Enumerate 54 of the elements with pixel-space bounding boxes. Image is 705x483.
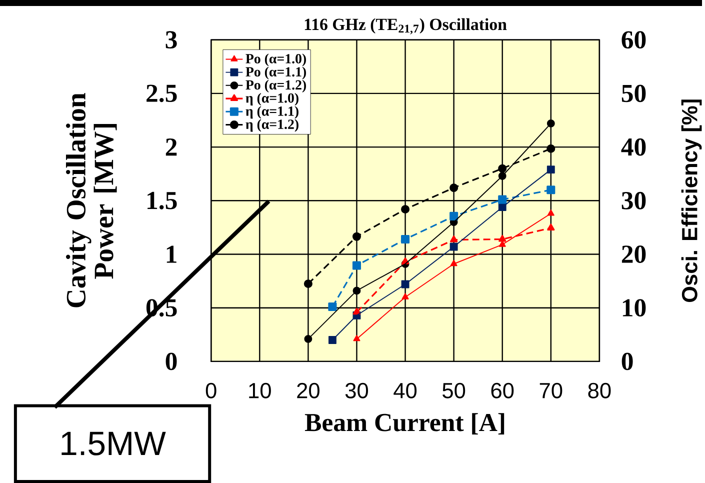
legend-label: Po (α=1.1) <box>246 66 306 80</box>
legend-label: η (α=1.2) <box>246 119 298 132</box>
point <box>352 232 361 241</box>
point <box>352 261 361 270</box>
point <box>498 164 507 173</box>
point <box>546 120 555 128</box>
point <box>547 224 555 231</box>
y-tick-label: 2 <box>166 138 177 156</box>
y-tick-label: 1.5 <box>148 192 177 210</box>
y2-tick-label: 40 <box>621 138 646 156</box>
y-tick-label: 2.5 <box>146 84 177 102</box>
y2-tick-label: 30 <box>622 192 646 210</box>
x-tick-label: 40 <box>394 382 417 398</box>
point <box>401 235 410 244</box>
y-axis-title: Cavity Oscillation Power [MW] <box>66 93 117 308</box>
point <box>304 335 312 343</box>
y2-tick-label: 10 <box>622 299 646 317</box>
x-axis-title: Beam Current [A] <box>304 413 504 434</box>
y-tick-label: 1 <box>166 246 176 263</box>
point <box>498 235 506 242</box>
x-tick-label: 80 <box>588 382 611 398</box>
x-tick-label: 10 <box>249 382 271 398</box>
point <box>450 184 458 192</box>
x-tick-label: 30 <box>345 382 368 398</box>
y-tick-label: 0 <box>166 352 177 370</box>
legend-label: Po (α=1.0) <box>246 54 306 66</box>
point <box>450 236 458 242</box>
y2-tick-label: 0 <box>622 352 633 370</box>
point <box>328 336 336 344</box>
y2-axis-title: Osci. Efficiency [%] <box>681 100 702 302</box>
point <box>328 302 337 312</box>
y-tick-label: 3 <box>166 31 177 49</box>
point <box>498 195 507 204</box>
text: 1.5MW <box>62 432 166 456</box>
point <box>304 279 312 288</box>
point <box>353 335 360 342</box>
point <box>401 204 410 214</box>
y2-tick-label: 60 <box>622 31 646 49</box>
x-tick-label: 20 <box>297 382 320 398</box>
point <box>546 144 556 153</box>
legend-label: η (α=1.1) <box>246 106 298 119</box>
legend-label: η (α=1.0) <box>246 92 298 106</box>
point <box>546 166 555 174</box>
point <box>352 308 361 315</box>
x-tick-label: 70 <box>540 382 562 398</box>
y2-tick-label: 20 <box>622 246 646 263</box>
legend-label: Po (α=1.2) <box>246 80 306 92</box>
y2-tick-label: 50 <box>622 84 646 102</box>
x-tick-label: 60 <box>491 382 514 398</box>
x-tick-label: 0 <box>206 382 216 398</box>
point <box>546 186 556 194</box>
point <box>450 212 458 220</box>
chart-title: 116 GHz (TE$_{21,7}$) Oscillation <box>304 18 507 34</box>
x-tick-label: 50 <box>442 382 466 398</box>
